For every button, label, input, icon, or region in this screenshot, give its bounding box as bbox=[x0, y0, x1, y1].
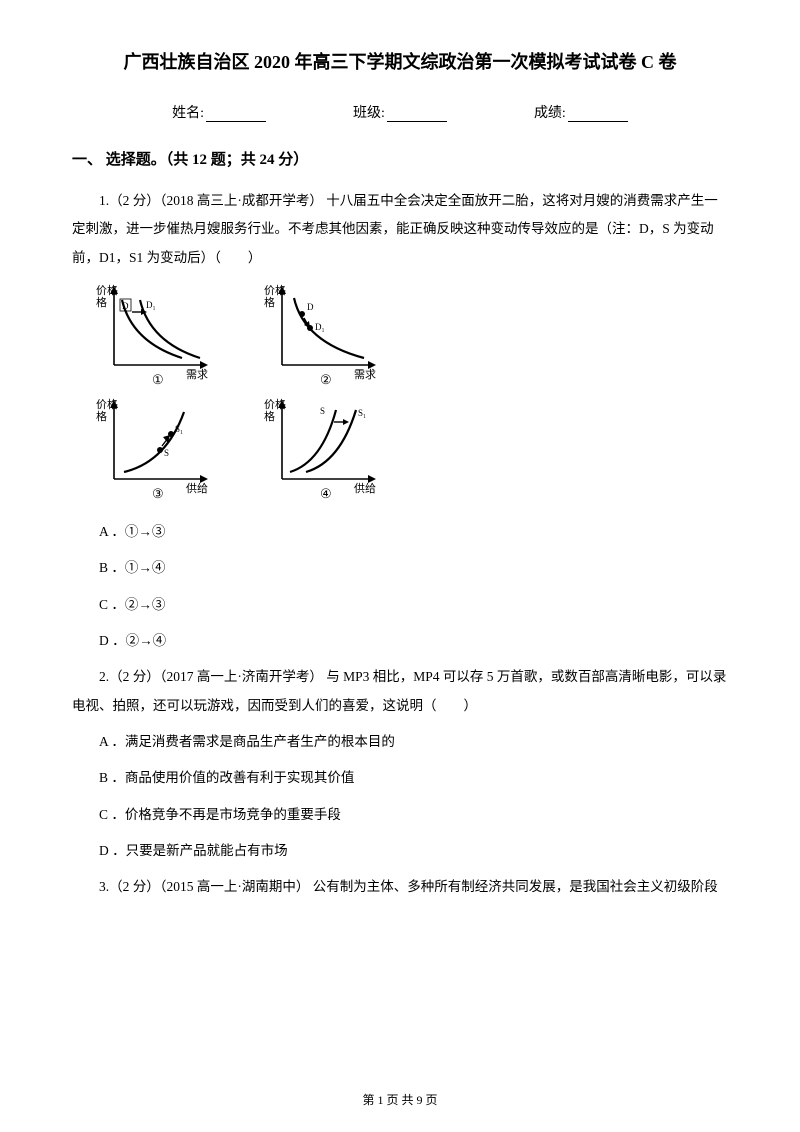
q1-charts: 价格 格 需求 D D₁ ① 价格 格 需求 D D₁ bbox=[94, 280, 728, 504]
axis-x-label: 供给 bbox=[186, 481, 208, 495]
chart-2: 价格 格 需求 D D₁ ② bbox=[262, 280, 392, 390]
axis-y-label: 价格 bbox=[96, 397, 118, 411]
chart-num-1: ① bbox=[152, 372, 164, 387]
page-title: 广西壮族自治区 2020 年高三下学期文综政治第一次模拟考试试卷 C 卷 bbox=[72, 48, 728, 74]
chart-1: 价格 格 需求 D D₁ ① bbox=[94, 280, 224, 390]
chart-4: 价格 格 供给 S S₁ ④ bbox=[262, 394, 392, 504]
q3-stem: 3.（2 分）（2015 高一上·湖南期中） 公有制为主体、多种所有制经济共同发… bbox=[72, 873, 728, 901]
axis-y-label2: 格 bbox=[264, 409, 275, 423]
d-label: D bbox=[122, 301, 129, 311]
info-row: 姓名: 班级: 成绩: bbox=[72, 102, 728, 122]
q2-optA: A ．满足消费者需求是商品生产者生产的根本目的 bbox=[72, 728, 728, 756]
chart-num-4: ④ bbox=[320, 486, 332, 501]
q2-optB: B ．商品使用价值的改善有利于实现其价值 bbox=[72, 764, 728, 792]
q2-optC: C ．价格竞争不再是市场竞争的重要手段 bbox=[72, 801, 728, 829]
name-label: 姓名: bbox=[172, 102, 204, 122]
q2-optD: D ．只要是新产品就能占有市场 bbox=[72, 837, 728, 865]
score-label: 成绩: bbox=[534, 102, 566, 122]
chart-num-3: ③ bbox=[152, 486, 164, 501]
s1-label: S₁ bbox=[175, 424, 183, 434]
axis-y-label2: 格 bbox=[96, 295, 107, 309]
s1-label-4: S₁ bbox=[358, 408, 366, 418]
axis-y-label: 价格 bbox=[264, 283, 286, 297]
name-blank bbox=[206, 108, 266, 122]
chart-3: 价格 格 供给 S S₁ ③ bbox=[94, 394, 224, 504]
d-label-2: D bbox=[307, 302, 314, 312]
axis-x-label: 供给 bbox=[354, 481, 376, 495]
chart-num-2: ② bbox=[320, 372, 332, 387]
s-label: S bbox=[164, 448, 169, 458]
axis-y-label: 价格 bbox=[96, 283, 118, 297]
page-footer: 第 1 页 共 9 页 bbox=[0, 1091, 800, 1108]
axis-x-label: 需求 bbox=[186, 368, 208, 381]
q1-optD: D ．②→④ bbox=[72, 627, 728, 655]
q2-stem: 2.（2 分）（2017 高一上·济南开学考） 与 MP3 相比，MP4 可以存… bbox=[72, 663, 728, 720]
section-header: 一、 选择题。（共 12 题；共 24 分） bbox=[72, 148, 728, 169]
q1-optB: B ．①→④ bbox=[72, 554, 728, 582]
chart-row-1: 价格 格 需求 D D₁ ① 价格 格 需求 D D₁ bbox=[94, 280, 728, 390]
q1-stem: 1.（2 分）（2018 高三上·成都开学考） 十八届五中全会决定全面放开二胎，… bbox=[72, 187, 728, 272]
axis-y-label2: 格 bbox=[96, 409, 107, 423]
s-label-4: S bbox=[320, 406, 325, 416]
q1-optC: C ．②→③ bbox=[72, 591, 728, 619]
score-blank bbox=[568, 108, 628, 122]
class-label: 班级: bbox=[353, 102, 385, 122]
chart-row-2: 价格 格 供给 S S₁ ③ 价格 格 供给 S S₁ bbox=[94, 394, 728, 504]
axis-x-label: 需求 bbox=[354, 368, 376, 381]
axis-y-label2: 格 bbox=[264, 295, 275, 309]
class-blank bbox=[387, 108, 447, 122]
axis-y-label: 价格 bbox=[264, 397, 286, 411]
d1-label-2: D₁ bbox=[315, 322, 325, 332]
d1-label: D₁ bbox=[146, 300, 156, 310]
q1-optA: A ．①→③ bbox=[72, 518, 728, 546]
